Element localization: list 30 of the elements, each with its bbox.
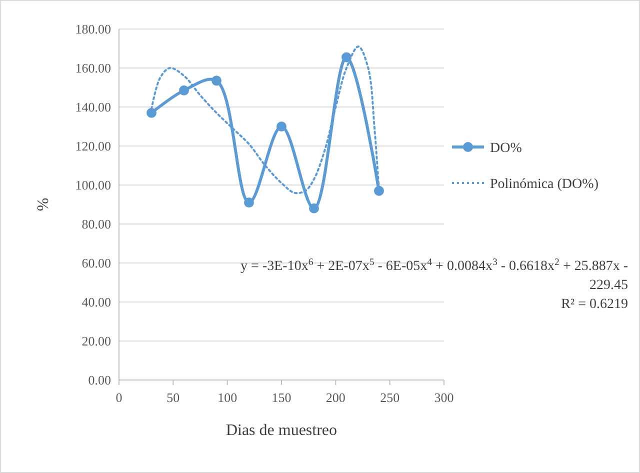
y-tick-label: 60.00 — [82, 256, 111, 271]
point — [244, 198, 254, 208]
point — [309, 203, 319, 214]
point — [374, 186, 384, 196]
x-tick-label: 150 — [272, 390, 292, 405]
y-tick-label: 80.00 — [82, 216, 111, 232]
text: R² = 0.6219 — [561, 297, 628, 312]
x-axis-title: Dias de muestreo — [226, 422, 338, 439]
x-tick-label: 100 — [218, 390, 238, 405]
y-tick-label: 140.00 — [75, 100, 111, 115]
legend-label: DO% — [490, 140, 522, 156]
text: y = -3E-10x$^{6}$ + 2E-07x$^{5}$ - 6E-05x$^{4}$ + 0.0084x$^{3}$ - 0.6618x$^{2}$ + 25.887x - 229.45 — [240, 256, 628, 293]
x-tick-label: 300 — [434, 390, 454, 405]
y-tick-label: 180.00 — [75, 22, 111, 37]
x-tick-label: 200 — [326, 390, 346, 405]
point — [276, 122, 286, 132]
x-tick-label: 0 — [116, 390, 122, 405]
point — [212, 76, 222, 86]
y-tick-label: 20.00 — [82, 334, 111, 349]
legend-label: Polinómica (DO%) — [490, 176, 599, 192]
point — [179, 85, 189, 96]
x-tick-label: 50 — [166, 390, 180, 405]
point — [146, 108, 156, 118]
x-tick-label: 250 — [380, 390, 400, 405]
y-tick-label: 160.00 — [75, 60, 111, 76]
y-tick-label: 120.00 — [75, 138, 111, 154]
y-tick-label: 40.00 — [82, 294, 111, 310]
y-tick-label: 0.00 — [88, 372, 111, 388]
y-tick-label: 100.00 — [75, 178, 111, 193]
y-axis-title: % — [35, 198, 52, 212]
